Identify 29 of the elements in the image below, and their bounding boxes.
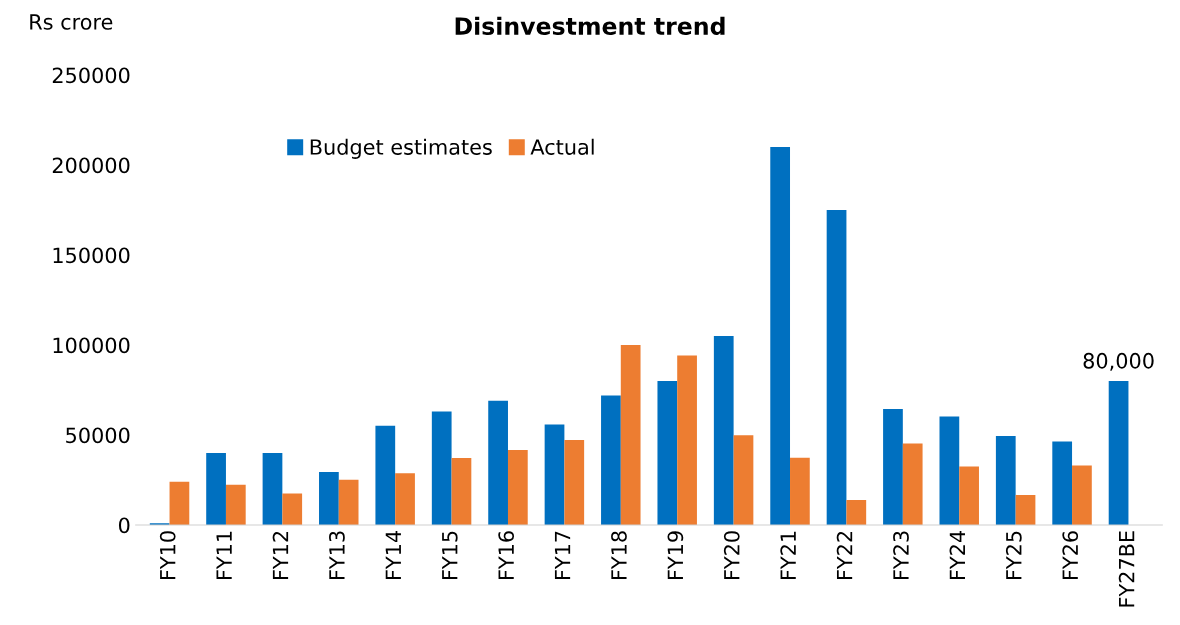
y-tick-label: 250000: [52, 67, 130, 84]
x-tick-label: FY20: [723, 531, 740, 580]
y-tick-label: 0: [118, 517, 130, 534]
x-tick-label: FY14: [385, 531, 401, 580]
legend-label: Budget estimates: [310, 138, 492, 159]
x-tick-label: FY16: [498, 531, 515, 580]
chart-title: Disinvestment trend: [455, 16, 725, 35]
y-axis-title: Rs crore: [30, 14, 113, 30]
x-tick-label: FY18: [611, 531, 627, 580]
x-tick-label: FY27BE: [1118, 531, 1135, 607]
x-tick-label: FY15: [442, 531, 458, 580]
x-tick-label: FY12: [272, 531, 289, 580]
x-tick-label: FY13: [329, 531, 345, 580]
y-tick-label: 100000: [53, 337, 130, 354]
x-tick-label: FY22: [836, 531, 853, 580]
x-tick-label: FY21: [780, 531, 796, 580]
x-tick-label: FY19: [667, 531, 684, 580]
x-tick-label: FY10: [159, 531, 176, 580]
x-tick-label: FY24: [949, 531, 965, 580]
y-tick-label: 50000: [66, 427, 130, 444]
x-tick-label: FY11: [216, 531, 232, 580]
data-label: 80,000: [1083, 352, 1154, 371]
x-tick-label: FY17: [554, 531, 571, 580]
y-tick-label: 150000: [53, 247, 130, 264]
x-tick-label: FY25: [1005, 531, 1022, 580]
legend-label: Actual: [530, 138, 594, 155]
y-tick-label: 200000: [52, 157, 130, 174]
x-tick-label: FY23: [893, 531, 909, 580]
x-tick-label: FY26: [1062, 531, 1079, 580]
